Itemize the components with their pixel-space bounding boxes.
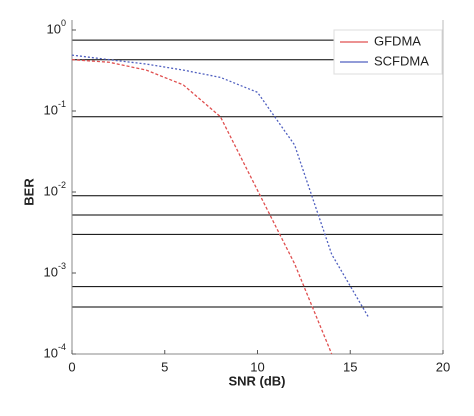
- x-tick-label: 20: [436, 359, 450, 374]
- y-axis-title: BER: [21, 178, 36, 206]
- series-line: [71, 59, 333, 355]
- legend-label: GFDMA: [374, 33, 421, 48]
- y-tick-label: 10-3: [44, 261, 66, 279]
- series-line: [71, 54, 370, 319]
- x-tick-label: 5: [161, 359, 168, 374]
- x-tick-label: 10: [250, 359, 264, 374]
- y-tick-label: 10-2: [44, 180, 66, 198]
- legend-box: [333, 29, 443, 75]
- y-tick-label: 10-4: [44, 342, 66, 360]
- x-tick-label: 0: [68, 359, 75, 374]
- x-axis-title: SNR (dB): [228, 373, 285, 388]
- legend-label: SCFDMA: [374, 53, 429, 68]
- x-tick-label: 15: [343, 359, 357, 374]
- y-tick-label: 10-1: [44, 99, 66, 117]
- y-tick-label: 100: [47, 18, 66, 36]
